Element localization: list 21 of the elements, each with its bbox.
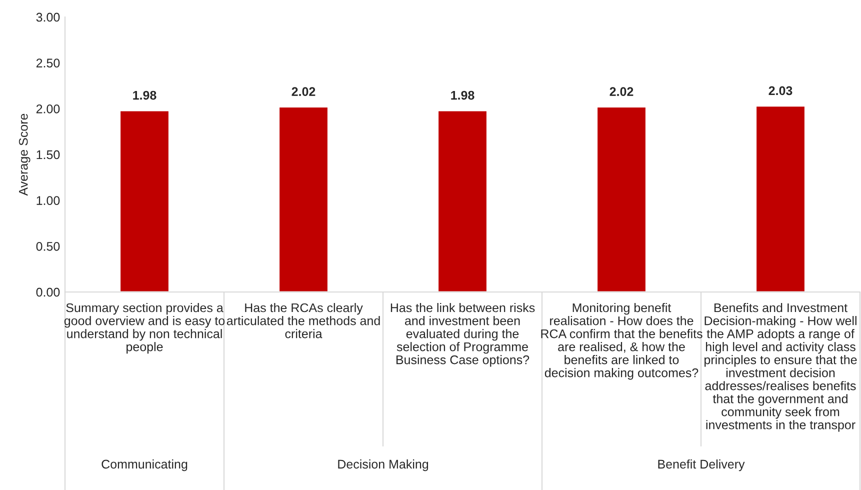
text: Benefit Delivery — [658, 459, 745, 472]
data-label: 1.98 — [451, 90, 474, 100]
y-tick-label: 1.00 — [36, 196, 60, 205]
y-tick-label: 2.50 — [36, 58, 60, 68]
x-tick-label: Has the link between risks and investment been evaluated during the selection of Programme Business Case options? — [390, 303, 535, 367]
text: Communicating — [102, 459, 188, 472]
data-label: 2.02 — [292, 87, 316, 96]
y-axis-title: Average Score — [18, 114, 30, 196]
text: Decision Making — [338, 459, 428, 472]
data-label: 2.03 — [768, 86, 792, 96]
y-tick-label: 2.00 — [36, 104, 60, 114]
y-tick-label: 1.50 — [36, 150, 60, 160]
y-tick-label: 3.00 — [36, 12, 60, 22]
data-label: 1.98 — [133, 90, 156, 100]
category-label: Benefits and Investment Decision-making - How well the AMP adopts a range of high level and activity class principles to ensure that the investment decision addresses/realises benefits that the government and community seek from investments in the transpor — [704, 303, 857, 432]
y-tick-label: 0.50 — [36, 242, 60, 251]
y-tick-label: 0.00 — [36, 288, 60, 297]
x-tick-label: Summary section provides a good overview and is easy to understand by non technical people — [64, 303, 225, 354]
x-tick-label: Has the RCAs clearly articulated the methods and criteria — [226, 303, 380, 338]
x-tick-label: Monitoring benefit realisation - How does the RCA confirm that the benefits are realised, & how the benefits are linked to decision making outcomes? — [541, 303, 702, 380]
data-label: 2.02 — [610, 87, 634, 96]
